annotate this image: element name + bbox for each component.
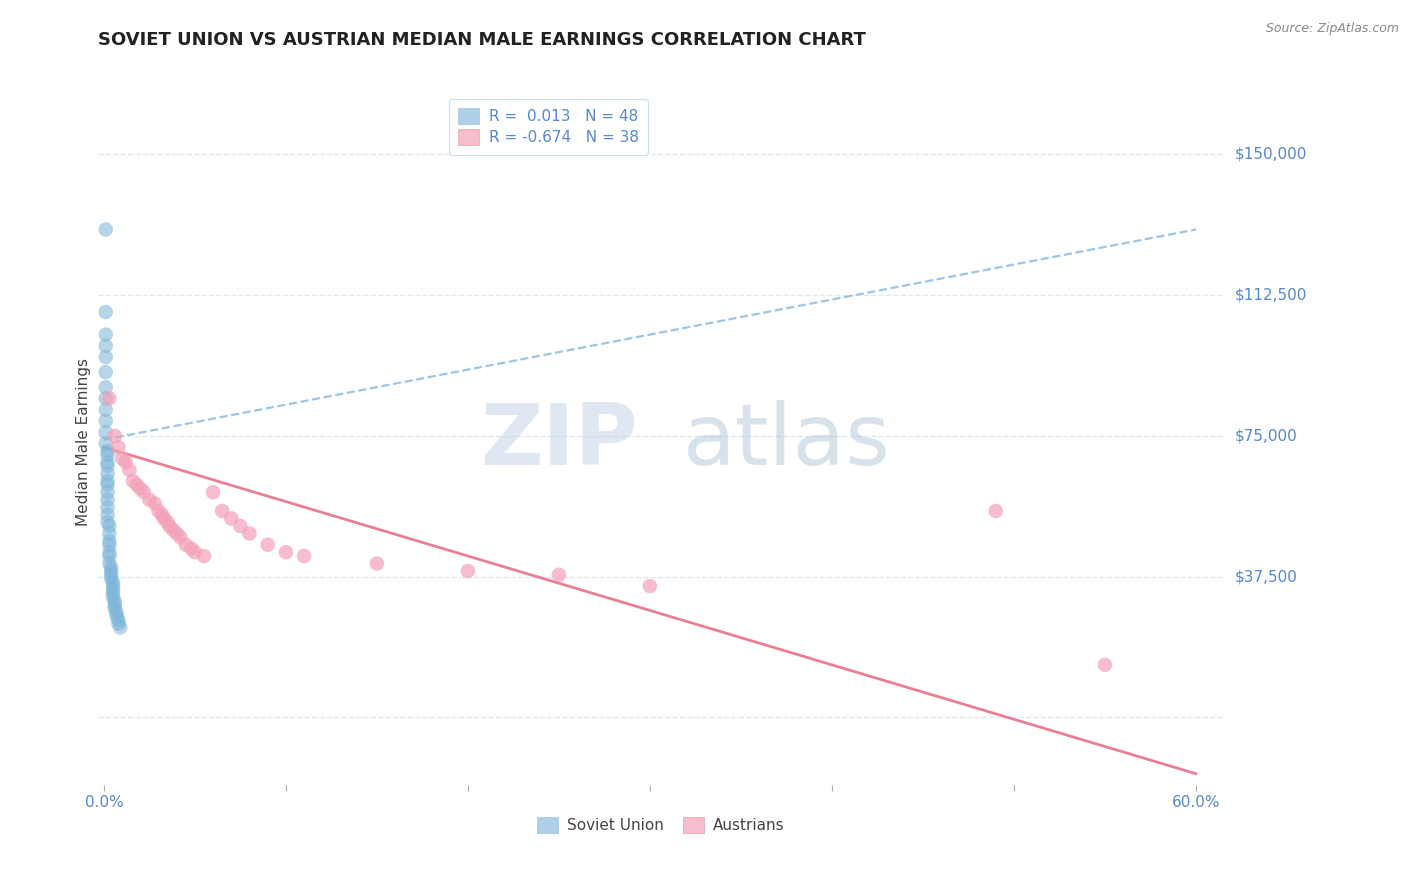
Point <box>96 474 118 488</box>
Point <box>274 545 297 559</box>
Point <box>105 609 128 624</box>
Point <box>219 511 242 525</box>
Point <box>150 508 173 522</box>
Point <box>96 477 118 491</box>
Point <box>98 392 121 406</box>
Point <box>96 508 118 522</box>
Point <box>156 515 179 529</box>
Point <box>96 515 118 529</box>
Point <box>114 455 136 469</box>
Point <box>96 448 118 462</box>
Point <box>174 538 197 552</box>
Point <box>101 582 124 597</box>
Point <box>180 541 202 556</box>
Point <box>100 564 122 578</box>
Point <box>229 519 252 533</box>
Point <box>98 534 121 549</box>
Point <box>94 392 117 406</box>
Text: atlas: atlas <box>683 400 891 483</box>
Point <box>96 500 118 515</box>
Point <box>104 429 127 443</box>
Point <box>101 591 124 605</box>
Point <box>202 485 225 500</box>
Point <box>292 549 315 563</box>
Point <box>118 463 141 477</box>
Point <box>169 530 191 544</box>
Point <box>94 365 117 379</box>
Point <box>94 436 117 450</box>
Point <box>122 474 145 488</box>
Text: ZIP: ZIP <box>481 400 638 483</box>
Point <box>94 380 117 394</box>
Text: $75,000: $75,000 <box>1234 428 1298 443</box>
Point <box>157 519 180 533</box>
Point <box>166 526 188 541</box>
Point <box>104 594 127 608</box>
Point <box>104 601 127 615</box>
Point <box>366 557 388 571</box>
Point <box>94 402 117 417</box>
Point <box>153 511 176 525</box>
Point <box>98 526 121 541</box>
Point <box>100 560 122 574</box>
Point <box>148 504 170 518</box>
Point <box>94 425 117 439</box>
Point <box>984 504 1007 518</box>
Point <box>457 564 479 578</box>
Point <box>94 305 117 319</box>
Point <box>98 557 121 571</box>
Point <box>138 492 160 507</box>
Text: SOVIET UNION VS AUSTRIAN MEDIAN MALE EARNINGS CORRELATION CHART: SOVIET UNION VS AUSTRIAN MEDIAN MALE EAR… <box>98 31 866 49</box>
Point <box>96 444 118 458</box>
Text: $112,500: $112,500 <box>1234 287 1306 302</box>
Point <box>94 339 117 353</box>
Point <box>125 477 148 491</box>
Point <box>107 616 129 631</box>
Point <box>110 620 132 634</box>
Point <box>107 440 129 454</box>
Legend: Soviet Union, Austrians: Soviet Union, Austrians <box>530 811 792 839</box>
Point <box>638 579 661 593</box>
Point <box>238 526 260 541</box>
Text: $37,500: $37,500 <box>1234 569 1298 584</box>
Point <box>94 350 117 364</box>
Point <box>96 467 118 481</box>
Point <box>94 414 117 428</box>
Point <box>96 485 118 500</box>
Text: $150,000: $150,000 <box>1234 147 1306 162</box>
Point <box>162 523 184 537</box>
Text: Source: ZipAtlas.com: Source: ZipAtlas.com <box>1265 22 1399 36</box>
Point <box>256 538 278 552</box>
Point <box>101 579 124 593</box>
Point <box>107 613 129 627</box>
Point <box>96 492 118 507</box>
Point <box>104 598 127 612</box>
Point <box>132 485 155 500</box>
Point <box>111 451 134 466</box>
Point <box>96 458 118 473</box>
Point <box>98 538 121 552</box>
Point <box>98 519 121 533</box>
Point <box>100 572 122 586</box>
Point <box>101 586 124 600</box>
Point <box>548 567 571 582</box>
Point <box>184 545 207 559</box>
Point <box>98 545 121 559</box>
Point <box>105 605 128 619</box>
Point <box>129 482 152 496</box>
Point <box>96 455 118 469</box>
Point <box>98 549 121 563</box>
Point <box>101 575 124 590</box>
Point <box>143 496 166 510</box>
Point <box>100 567 122 582</box>
Point <box>193 549 215 563</box>
Point <box>1094 657 1116 672</box>
Point <box>94 327 117 342</box>
Point <box>211 504 233 518</box>
Y-axis label: Median Male Earnings: Median Male Earnings <box>76 358 91 525</box>
Point <box>94 222 117 236</box>
